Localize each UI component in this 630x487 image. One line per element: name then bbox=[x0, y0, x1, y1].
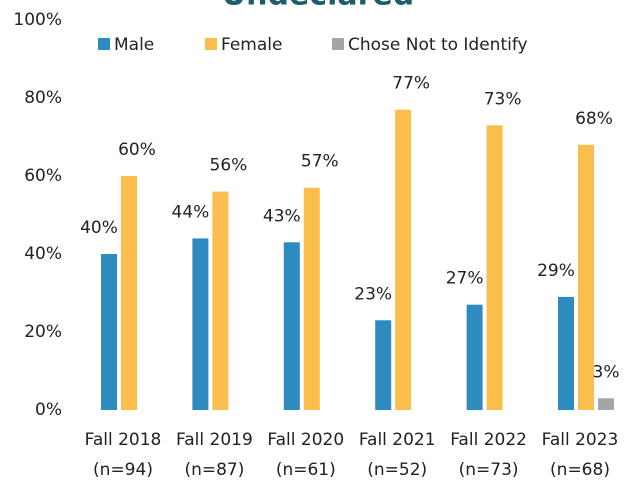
y-tick-label: 60% bbox=[24, 166, 62, 186]
bar bbox=[558, 296, 574, 410]
x-tick-label: Fall 2018 (n=94) bbox=[85, 430, 162, 480]
value-label: 43% bbox=[263, 206, 301, 226]
bar bbox=[486, 125, 503, 411]
value-label: 23% bbox=[354, 284, 392, 304]
chart-title: Undeclared bbox=[222, 0, 414, 13]
y-tick-label: 20% bbox=[24, 322, 62, 342]
y-tick-label: 100% bbox=[13, 10, 62, 30]
legend-swatch bbox=[205, 38, 217, 50]
bar bbox=[212, 191, 229, 410]
bar bbox=[466, 304, 483, 410]
value-label: 27% bbox=[446, 269, 484, 289]
legend-label: Female bbox=[221, 35, 282, 55]
value-label: 77% bbox=[392, 74, 430, 94]
bar bbox=[283, 242, 300, 410]
x-tick-label: Fall 2023 (n=68) bbox=[542, 430, 619, 480]
value-label: 3% bbox=[593, 362, 620, 382]
x-tick-label: Fall 2019 (n=87) bbox=[176, 430, 253, 480]
value-label: 40% bbox=[80, 218, 118, 238]
legend-label: Male bbox=[114, 35, 154, 55]
bar bbox=[303, 187, 320, 410]
value-label: 60% bbox=[118, 140, 156, 160]
value-label: 68% bbox=[575, 109, 613, 129]
x-tick-label: Fall 2021 (n=52) bbox=[359, 430, 436, 480]
bar bbox=[578, 144, 594, 411]
bar bbox=[375, 320, 392, 410]
value-label: 56% bbox=[210, 156, 248, 176]
y-tick-label: 0% bbox=[35, 400, 62, 420]
y-tick-label: 40% bbox=[24, 244, 62, 264]
value-label: 73% bbox=[484, 89, 522, 109]
legend-label: Chose Not to Identify bbox=[348, 35, 528, 55]
bar bbox=[598, 398, 614, 410]
value-label: 44% bbox=[172, 202, 210, 222]
value-label: 29% bbox=[537, 261, 575, 281]
value-label: 57% bbox=[301, 152, 339, 172]
bar bbox=[192, 238, 209, 410]
x-tick-label: Fall 2020 (n=61) bbox=[267, 430, 344, 480]
bar bbox=[395, 109, 412, 410]
x-tick-label: Fall 2022 (n=73) bbox=[450, 430, 527, 480]
legend-swatch bbox=[332, 38, 344, 50]
bar bbox=[121, 176, 137, 410]
legend-swatch bbox=[98, 38, 110, 50]
y-tick-label: 80% bbox=[24, 88, 62, 108]
bar bbox=[101, 254, 117, 410]
